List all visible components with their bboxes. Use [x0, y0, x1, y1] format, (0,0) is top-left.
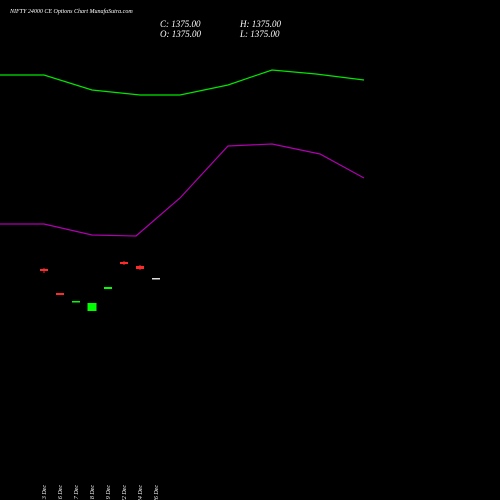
ohlc-low: L: 1375.00	[239, 29, 280, 39]
chart-title: NIFTY 24000 CE Options Chart MunafaSutra…	[9, 8, 133, 15]
ohlc-high: H: 1375.00	[239, 19, 281, 29]
x-tick-label: 13 Dec	[42, 485, 48, 500]
x-tick-label: 19 Dec	[106, 485, 112, 500]
x-tick-label: 18 Dec	[90, 485, 96, 500]
candle-body	[40, 269, 48, 271]
x-tick-label: 17 Dec	[74, 485, 80, 500]
indicator-line	[0, 143, 365, 237]
x-tick-label: 16 Dec	[58, 485, 64, 500]
candle-body	[104, 287, 112, 289]
candle-body	[136, 266, 144, 269]
candle-body	[120, 262, 128, 264]
x-tick-label: 24 Dec	[137, 485, 144, 500]
x-tick-label: 22 Dec	[122, 485, 128, 500]
indicator-line	[0, 69, 365, 96]
candle-body	[56, 293, 64, 295]
candle-body	[72, 301, 80, 303]
x-tick-label: 26 Dec	[154, 485, 160, 500]
candle-body	[152, 278, 160, 280]
ohlc-close: C: 1375.00	[160, 19, 201, 29]
candle-body	[87, 303, 97, 311]
ohlc-open: O: 1375.00	[160, 29, 201, 39]
